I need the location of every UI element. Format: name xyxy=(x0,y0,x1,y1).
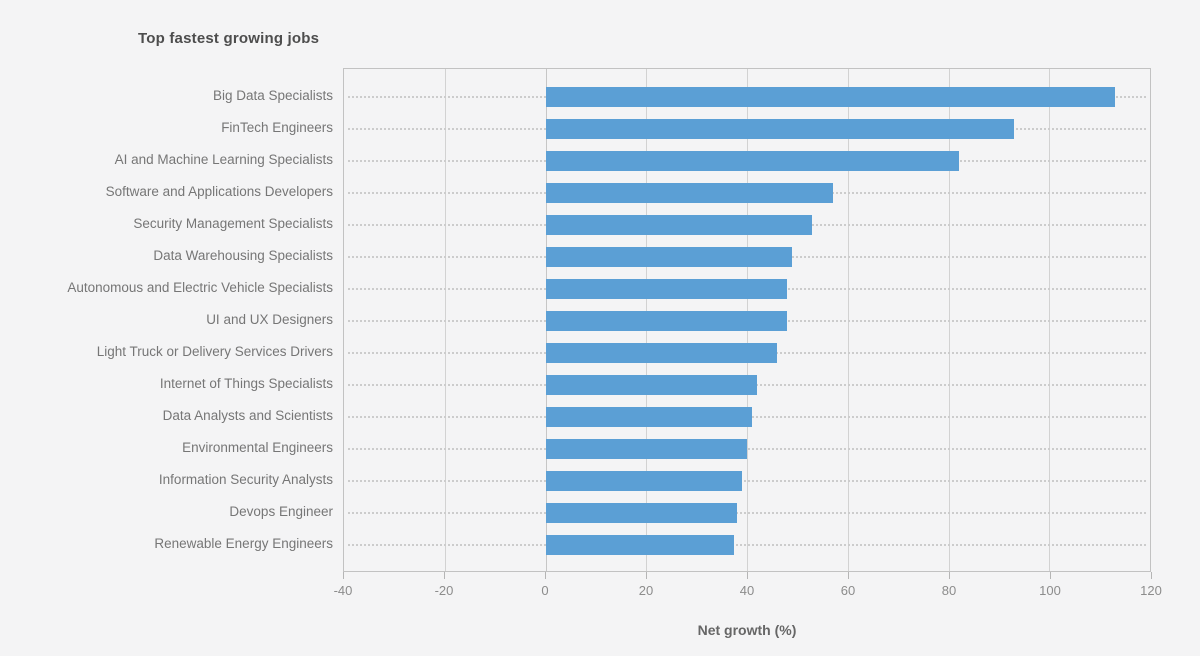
category-label: Security Management Specialists xyxy=(133,216,333,231)
tick-label: 100 xyxy=(1039,583,1061,598)
tick-label: -20 xyxy=(434,583,454,598)
category-label: FinTech Engineers xyxy=(221,120,333,135)
tick-label: 60 xyxy=(840,583,856,598)
bar-row xyxy=(344,177,1150,209)
bar-row xyxy=(344,209,1150,241)
bar-row xyxy=(344,465,1150,497)
tick-mark xyxy=(646,572,647,579)
row-dotted-line xyxy=(348,544,1146,546)
row-dotted-line xyxy=(348,448,1146,450)
bar xyxy=(545,151,959,171)
category-label: Data Warehousing Specialists xyxy=(153,248,333,263)
plot-area xyxy=(343,68,1151,572)
tick-label: 120 xyxy=(1140,583,1162,598)
bar-row xyxy=(344,273,1150,305)
chart-title: Top fastest growing jobs xyxy=(138,30,320,47)
tick-mark xyxy=(545,572,546,579)
bar xyxy=(545,87,1115,107)
x-axis-title: Net growth (%) xyxy=(697,622,797,638)
tick-label: 20 xyxy=(638,583,654,598)
bar-row xyxy=(344,81,1150,113)
category-label: Data Analysts and Scientists xyxy=(162,408,333,423)
category-labels: Big Data Specialists FinTech Engineers AI … xyxy=(0,68,333,572)
bar xyxy=(545,503,737,523)
category-label: Renewable Energy Engineers xyxy=(154,536,333,551)
category-label: Software and Applications Developers xyxy=(105,184,333,199)
category-label: Devops Engineer xyxy=(229,504,333,519)
bar xyxy=(545,439,747,459)
bar xyxy=(545,375,758,395)
category-label: Big Data Specialists xyxy=(212,88,333,103)
bar xyxy=(545,279,788,299)
bar xyxy=(545,535,735,555)
tick-mark xyxy=(848,572,849,579)
bar-row xyxy=(344,337,1150,369)
bar xyxy=(545,119,1014,139)
category-label: UI and UX Designers xyxy=(206,312,333,327)
category-label: AI and Machine Learning Specialists xyxy=(114,152,333,167)
bar xyxy=(545,471,742,491)
tick-label: 0 xyxy=(541,583,549,598)
bar-row xyxy=(344,145,1150,177)
bar xyxy=(545,247,793,267)
bar-row xyxy=(344,241,1150,273)
bar-row xyxy=(344,113,1150,145)
bar xyxy=(545,311,788,331)
category-label: Environmental Engineers xyxy=(182,440,333,455)
tick-label: 40 xyxy=(739,583,755,598)
row-dotted-line xyxy=(348,480,1146,482)
category-label: Information Security Analysts xyxy=(158,472,333,487)
bar-row xyxy=(344,305,1150,337)
bar xyxy=(545,183,833,203)
x-axis: -40 -20 0 20 40 60 80 100 120 xyxy=(334,572,1162,608)
tick-label: -40 xyxy=(333,583,353,598)
bar-row xyxy=(344,497,1150,529)
tick-mark xyxy=(747,572,748,579)
bar xyxy=(545,343,778,363)
category-label: Light Truck or Delivery Services Drivers xyxy=(96,344,333,359)
bar-row xyxy=(344,433,1150,465)
category-label: Autonomous and Electric Vehicle Speciali… xyxy=(67,280,333,295)
bar-row xyxy=(344,369,1150,401)
tick-mark xyxy=(949,572,950,579)
row-dotted-line xyxy=(348,512,1146,514)
tick-mark xyxy=(343,572,344,579)
tick-label: 80 xyxy=(941,583,957,598)
tick-mark xyxy=(444,572,445,579)
category-label: Internet of Things Specialists xyxy=(159,376,333,391)
bar xyxy=(545,215,813,235)
bar-rows xyxy=(344,69,1150,561)
bar-row xyxy=(344,529,1150,561)
bar xyxy=(545,407,753,427)
bar-row xyxy=(344,401,1150,433)
tick-mark xyxy=(1050,572,1051,579)
tick-mark xyxy=(1151,572,1152,579)
